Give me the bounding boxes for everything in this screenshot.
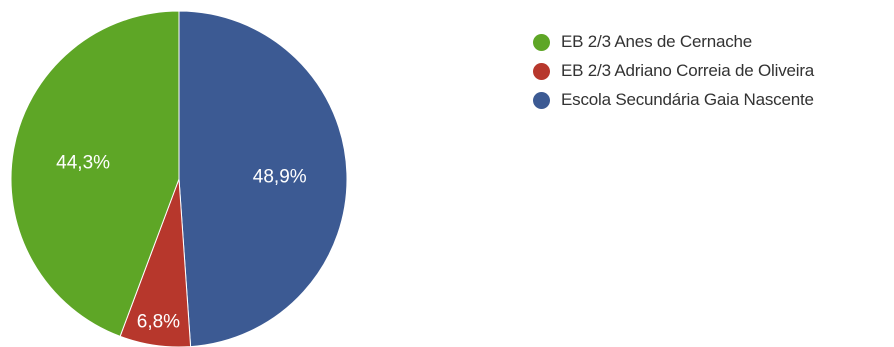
legend-swatch-blue [533,91,550,109]
legend-swatch-red [533,62,550,80]
legend-label: Escola Secundária Gaia Nascente [561,90,814,109]
legend-label: EB 2/3 Adriano Correia de Oliveira [561,61,815,80]
legend-item-gaia-nascente[interactable]: Escola Secundária Gaia Nascente [533,88,814,112]
slice-data-label: 48,9% [253,167,307,188]
chart-legend: EB 2/3 Anes de Cernache EB 2/3 Adriano C… [533,30,814,117]
legend-item-anes-de-cernache[interactable]: EB 2/3 Anes de Cernache [533,30,814,54]
slice-data-label: 6,8% [137,311,180,332]
pie-slice-0[interactable] [10,10,180,337]
legend-swatch-green [533,33,550,51]
pie-chart: 48,9% 6,8% 44,3% [10,10,348,347]
legend-item-adriano-correia-de-oliveira[interactable]: EB 2/3 Adriano Correia de Oliveira [533,59,814,83]
pie-slice-2[interactable] [178,10,348,347]
legend-label: EB 2/3 Anes de Cernache [561,32,753,51]
slice-data-label: 44,3% [56,153,110,174]
